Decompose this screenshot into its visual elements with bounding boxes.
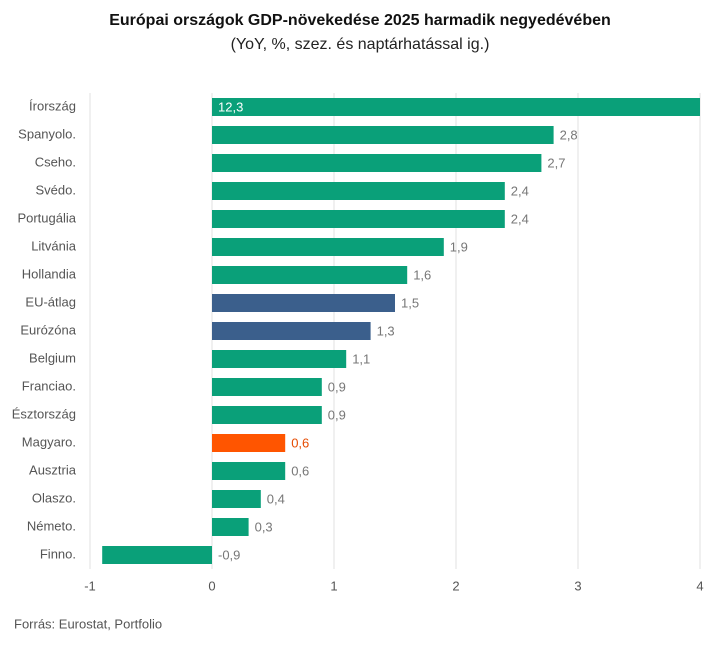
bar [212,490,261,508]
y-tick-label: Magyaro. [22,434,76,449]
y-tick-label: Franciao. [22,378,76,393]
value-label: 0,3 [255,519,273,534]
value-label: 0,4 [267,491,285,506]
value-label: 2,7 [547,155,565,170]
x-tick-label: 2 [452,578,459,593]
value-label: 2,4 [511,211,529,226]
value-label: 1,9 [450,239,468,254]
value-label: 1,5 [401,295,419,310]
y-tick-label: Svédo. [36,182,76,197]
bar [212,378,322,396]
bar [212,406,322,424]
bar [212,210,505,228]
y-tick-label: Olaszo. [32,490,76,505]
bar [102,546,212,564]
x-tick-label: 4 [696,578,703,593]
bar [212,266,408,284]
x-tick-label: 0 [208,578,215,593]
y-tick-label: Litvánia [31,238,77,253]
y-tick-label: Finno. [40,546,76,561]
bar [212,350,347,368]
value-label: 2,4 [511,183,529,198]
value-label: 1,1 [352,351,370,366]
value-label: 0,6 [291,435,309,450]
bar [212,182,505,200]
y-tick-label: Spanyolo. [18,126,76,141]
y-tick-label: Eurózóna [20,322,76,337]
y-tick-label: Cseho. [35,154,76,169]
bar [212,518,249,536]
x-tick-label: 1 [330,578,337,593]
source: Forrás: Eurostat, Portfolio [14,616,162,631]
y-tick-label: EU-átlag [25,294,76,309]
y-tick-label: Belgium [29,350,76,365]
value-label: 0,9 [328,379,346,394]
bar [212,294,395,312]
y-tick-label: Írország [29,98,76,113]
bar [212,98,700,116]
bar [212,434,286,452]
bar [212,238,444,256]
chart-subtitle: (YoY, %, szez. és naptárhatással ig.) [231,36,490,53]
y-tick-label: Ausztria [29,462,77,477]
chart-title: Európai országok GDP-növekedése 2025 har… [109,12,611,29]
value-label: 1,3 [377,323,395,338]
y-tick-label: Portugália [17,210,76,225]
bar [212,322,371,340]
value-label: 0,9 [328,407,346,422]
value-label: -0,9 [218,547,240,562]
y-tick-label: Hollandia [22,266,77,281]
y-tick-label: Észtország [12,406,76,421]
bar [212,154,542,172]
value-label: 2,8 [560,127,578,142]
bar [212,126,554,144]
x-tick-label: -1 [84,578,96,593]
bar [212,462,286,480]
value-label: 0,6 [291,463,309,478]
x-tick-label: 3 [574,578,581,593]
value-label: 12,3 [218,99,243,114]
y-tick-label: Németo. [27,518,76,533]
value-label: 1,6 [413,267,431,282]
